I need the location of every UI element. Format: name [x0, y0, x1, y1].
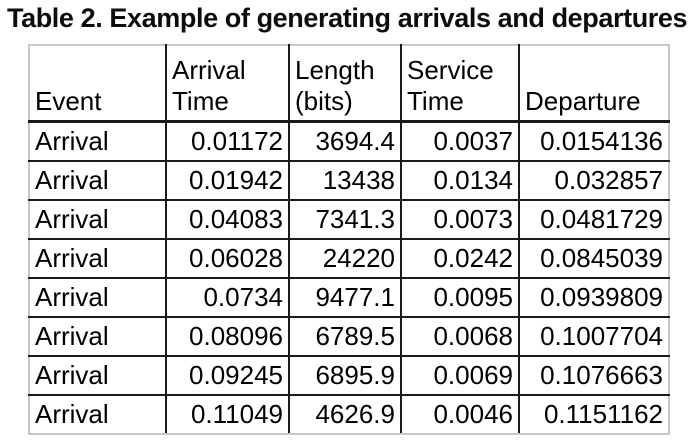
cell-departure: 0.0481729 [519, 199, 670, 240]
cell-length-bits: 24220 [289, 238, 402, 279]
cell-service-time: 0.0095 [401, 277, 520, 318]
header-line-1: Service [407, 54, 494, 85]
cell-event: Arrival [28, 394, 167, 435]
cell-event: Arrival [28, 121, 167, 162]
arrivals-departures-table: Event Arrival Time Length (bits) Service… [28, 44, 670, 435]
cell-departure: 0.1007704 [519, 316, 670, 357]
cell-service-time: 0.0046 [401, 394, 520, 435]
header-line-1: Arrival [172, 54, 246, 85]
cell-arrival-time: 0.11049 [166, 394, 290, 435]
cell-service-time: 0.0134 [401, 160, 520, 201]
cell-arrival-time: 0.0734 [166, 277, 290, 318]
cell-arrival-time: 0.04083 [166, 199, 290, 240]
cell-departure: 0.0154136 [519, 121, 670, 162]
header-line-2: Time [407, 85, 464, 116]
table-row: Arrival 0.01942 13438 0.0134 0.032857 [28, 160, 670, 201]
cell-arrival-time: 0.09245 [166, 355, 290, 396]
header-cell-arrival-time: Arrival Time [166, 44, 290, 123]
cell-arrival-time: 0.06028 [166, 238, 290, 279]
cell-length-bits: 7341.3 [289, 199, 402, 240]
header-cell-departure: Departure [519, 44, 670, 123]
cell-arrival-time: 0.01172 [166, 121, 290, 162]
header-line-2: Time [172, 85, 229, 116]
cell-service-time: 0.0242 [401, 238, 520, 279]
cell-event: Arrival [28, 355, 167, 396]
cell-departure: 0.0939809 [519, 277, 670, 318]
cell-departure: 0.1151162 [519, 394, 670, 435]
table-row: Arrival 0.11049 4626.9 0.0046 0.1151162 [28, 394, 670, 435]
header-line-2: Event [35, 85, 102, 116]
cell-event: Arrival [28, 238, 167, 279]
table-row: Arrival 0.0734 9477.1 0.0095 0.0939809 [28, 277, 670, 318]
cell-departure: 0.0845039 [519, 238, 670, 279]
cell-length-bits: 13438 [289, 160, 402, 201]
cell-service-time: 0.0068 [401, 316, 520, 357]
table-row: Arrival 0.08096 6789.5 0.0068 0.1007704 [28, 316, 670, 357]
header-line-1: Length [295, 54, 375, 85]
table-row: Arrival 0.09245 6895.9 0.0069 0.1076663 [28, 355, 670, 396]
table-row: Arrival 0.04083 7341.3 0.0073 0.0481729 [28, 199, 670, 240]
cell-length-bits: 9477.1 [289, 277, 402, 318]
cell-arrival-time: 0.08096 [166, 316, 290, 357]
header-cell-length-bits: Length (bits) [289, 44, 402, 123]
table-row: Arrival 0.01172 3694.4 0.0037 0.0154136 [28, 121, 670, 162]
cell-service-time: 0.0069 [401, 355, 520, 396]
cell-event: Arrival [28, 277, 167, 318]
cell-departure: 0.1076663 [519, 355, 670, 396]
cell-service-time: 0.0073 [401, 199, 520, 240]
table-row: Arrival 0.06028 24220 0.0242 0.0845039 [28, 238, 670, 279]
cell-length-bits: 6895.9 [289, 355, 402, 396]
header-line-2: (bits) [295, 85, 353, 116]
header-cell-event: Event [28, 44, 167, 123]
cell-arrival-time: 0.01942 [166, 160, 290, 201]
cell-length-bits: 6789.5 [289, 316, 402, 357]
table-caption: Table 2. Example of generating arrivals … [7, 3, 688, 33]
header-row: Event Arrival Time Length (bits) Service… [28, 44, 670, 123]
cell-length-bits: 3694.4 [289, 121, 402, 162]
cell-event: Arrival [28, 199, 167, 240]
cell-length-bits: 4626.9 [289, 394, 402, 435]
header-line-2: Departure [525, 85, 641, 116]
cell-event: Arrival [28, 160, 167, 201]
cell-event: Arrival [28, 316, 167, 357]
cell-departure: 0.032857 [519, 160, 670, 201]
header-cell-service-time: Service Time [401, 44, 520, 123]
cell-service-time: 0.0037 [401, 121, 520, 162]
